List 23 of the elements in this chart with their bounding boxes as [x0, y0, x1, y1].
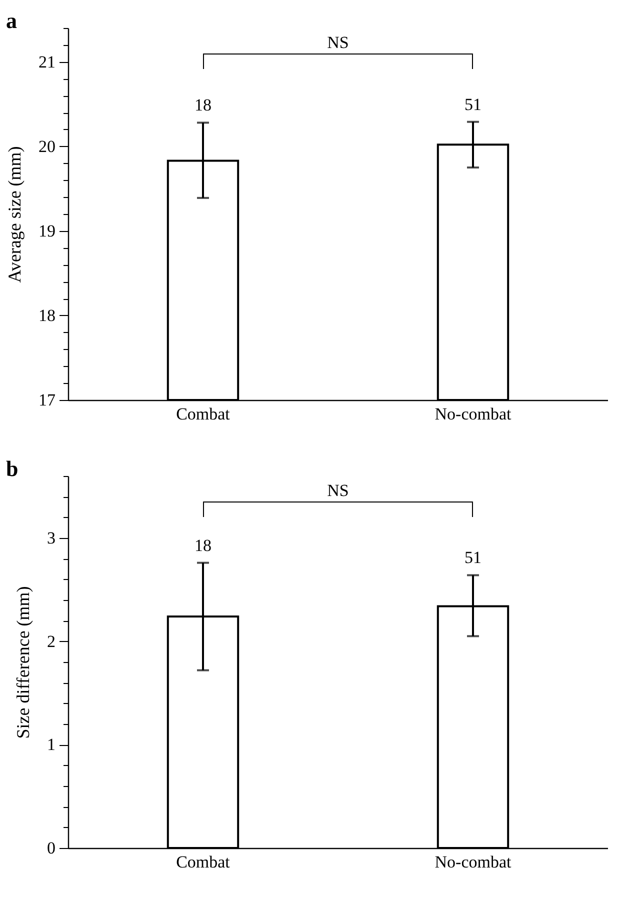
y-tick-label: 3 [47, 528, 56, 548]
y-tick-label: 0 [47, 838, 56, 858]
annotation: 18 [194, 96, 212, 115]
x-tick-label: No-combat [434, 404, 512, 424]
y-axis-title: Average size (mm) [4, 146, 24, 283]
y-tick-label: 21 [38, 52, 56, 72]
chart-title: a [6, 8, 17, 33]
x-tick-label: Combat [176, 404, 230, 424]
y-tick-label: 1 [47, 735, 56, 754]
annotation: 51 [464, 548, 482, 568]
annotation: NS [327, 33, 349, 52]
y-tick-label: 20 [38, 136, 56, 156]
y-tick-label: 18 [38, 306, 56, 325]
y-tick-label: 17 [38, 390, 56, 410]
y-tick-label: 19 [38, 221, 56, 240]
x-tick-label: No-combat [434, 852, 512, 872]
y-tick-label: 2 [47, 632, 56, 651]
annotation: NS [327, 481, 349, 500]
x-tick-label: Combat [176, 852, 230, 872]
chart-title: b [6, 456, 18, 481]
annotation: 18 [194, 536, 212, 555]
y-axis-title: Size difference (mm) [13, 586, 33, 739]
annotation: 51 [464, 94, 482, 114]
